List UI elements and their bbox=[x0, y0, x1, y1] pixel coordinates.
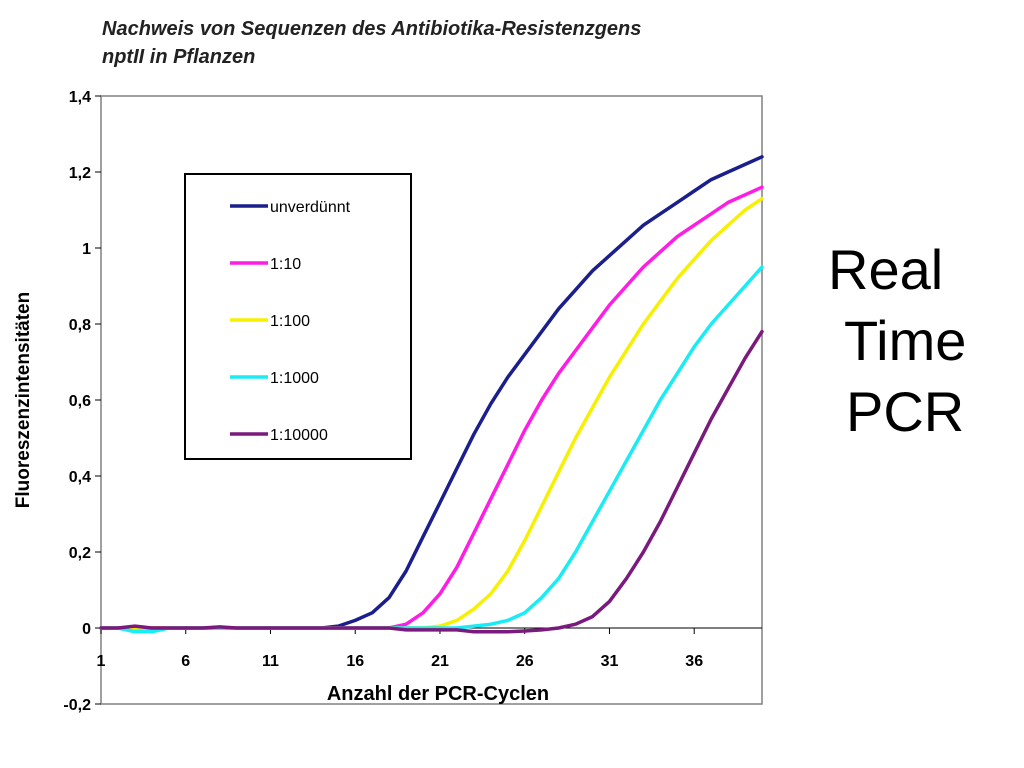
y-tick-label: -0,2 bbox=[63, 697, 91, 714]
y-tick-label: 0,8 bbox=[69, 317, 91, 334]
legend-label: 1:1000 bbox=[270, 370, 319, 387]
chart-title-line-1: Nachweis von Sequenzen des Antibiotika-R… bbox=[102, 18, 642, 40]
y-tick-label: 0,2 bbox=[69, 545, 91, 562]
side-label-line-2: Time bbox=[844, 309, 967, 372]
side-label-line-1: Real bbox=[828, 238, 944, 301]
y-tick-label: 1 bbox=[82, 241, 91, 258]
x-axis-label: Anzahl der PCR-Cyclen bbox=[327, 683, 549, 705]
chart-title: Nachweis von Sequenzen des Antibiotika-R… bbox=[102, 15, 822, 71]
x-tick-label: 26 bbox=[516, 653, 534, 670]
y-tick-label: 0 bbox=[82, 621, 91, 638]
x-axis: 1 6 11 16 21 26 31 36 bbox=[97, 628, 703, 670]
y-axis-label: Fluoreszenzintensitäten bbox=[13, 292, 34, 508]
y-tick-label: 0,6 bbox=[69, 393, 91, 410]
legend-items: unverdünnt 1:10 1:100 1:1000 1:10000 bbox=[230, 199, 351, 444]
legend-label: 1:10 bbox=[270, 256, 301, 273]
x-tick-label: 6 bbox=[181, 653, 190, 670]
series-lines bbox=[99, 155, 764, 634]
y-tick-label: 1,2 bbox=[69, 165, 91, 182]
x-tick-label: 36 bbox=[685, 653, 703, 670]
side-label-line-3: PCR bbox=[846, 380, 965, 443]
chart-title-line-2: nptII in Pflanzen bbox=[102, 46, 256, 68]
x-tick-label: 16 bbox=[346, 653, 364, 670]
series-line bbox=[99, 329, 764, 634]
legend-box bbox=[184, 173, 412, 460]
legend-label: 1:100 bbox=[270, 313, 310, 330]
x-tick-label: 31 bbox=[601, 653, 619, 670]
y-axis: -0,2 0 0,2 0,4 0,6 0,8 1 1,2 1,4 bbox=[63, 89, 101, 714]
x-tick-label: 1 bbox=[97, 653, 106, 670]
y-tick-label: 0,4 bbox=[69, 469, 91, 486]
legend-label: 1:10000 bbox=[270, 427, 328, 444]
y-tick-label: 1,4 bbox=[69, 89, 91, 106]
legend: unverdünnt 1:10 1:100 1:1000 1:10000 bbox=[184, 173, 412, 460]
legend-label: unverdünnt bbox=[270, 199, 351, 216]
side-label: Real Time PCR bbox=[818, 234, 1008, 447]
x-tick-label: 11 bbox=[262, 653, 279, 670]
x-tick-label: 21 bbox=[431, 653, 449, 670]
